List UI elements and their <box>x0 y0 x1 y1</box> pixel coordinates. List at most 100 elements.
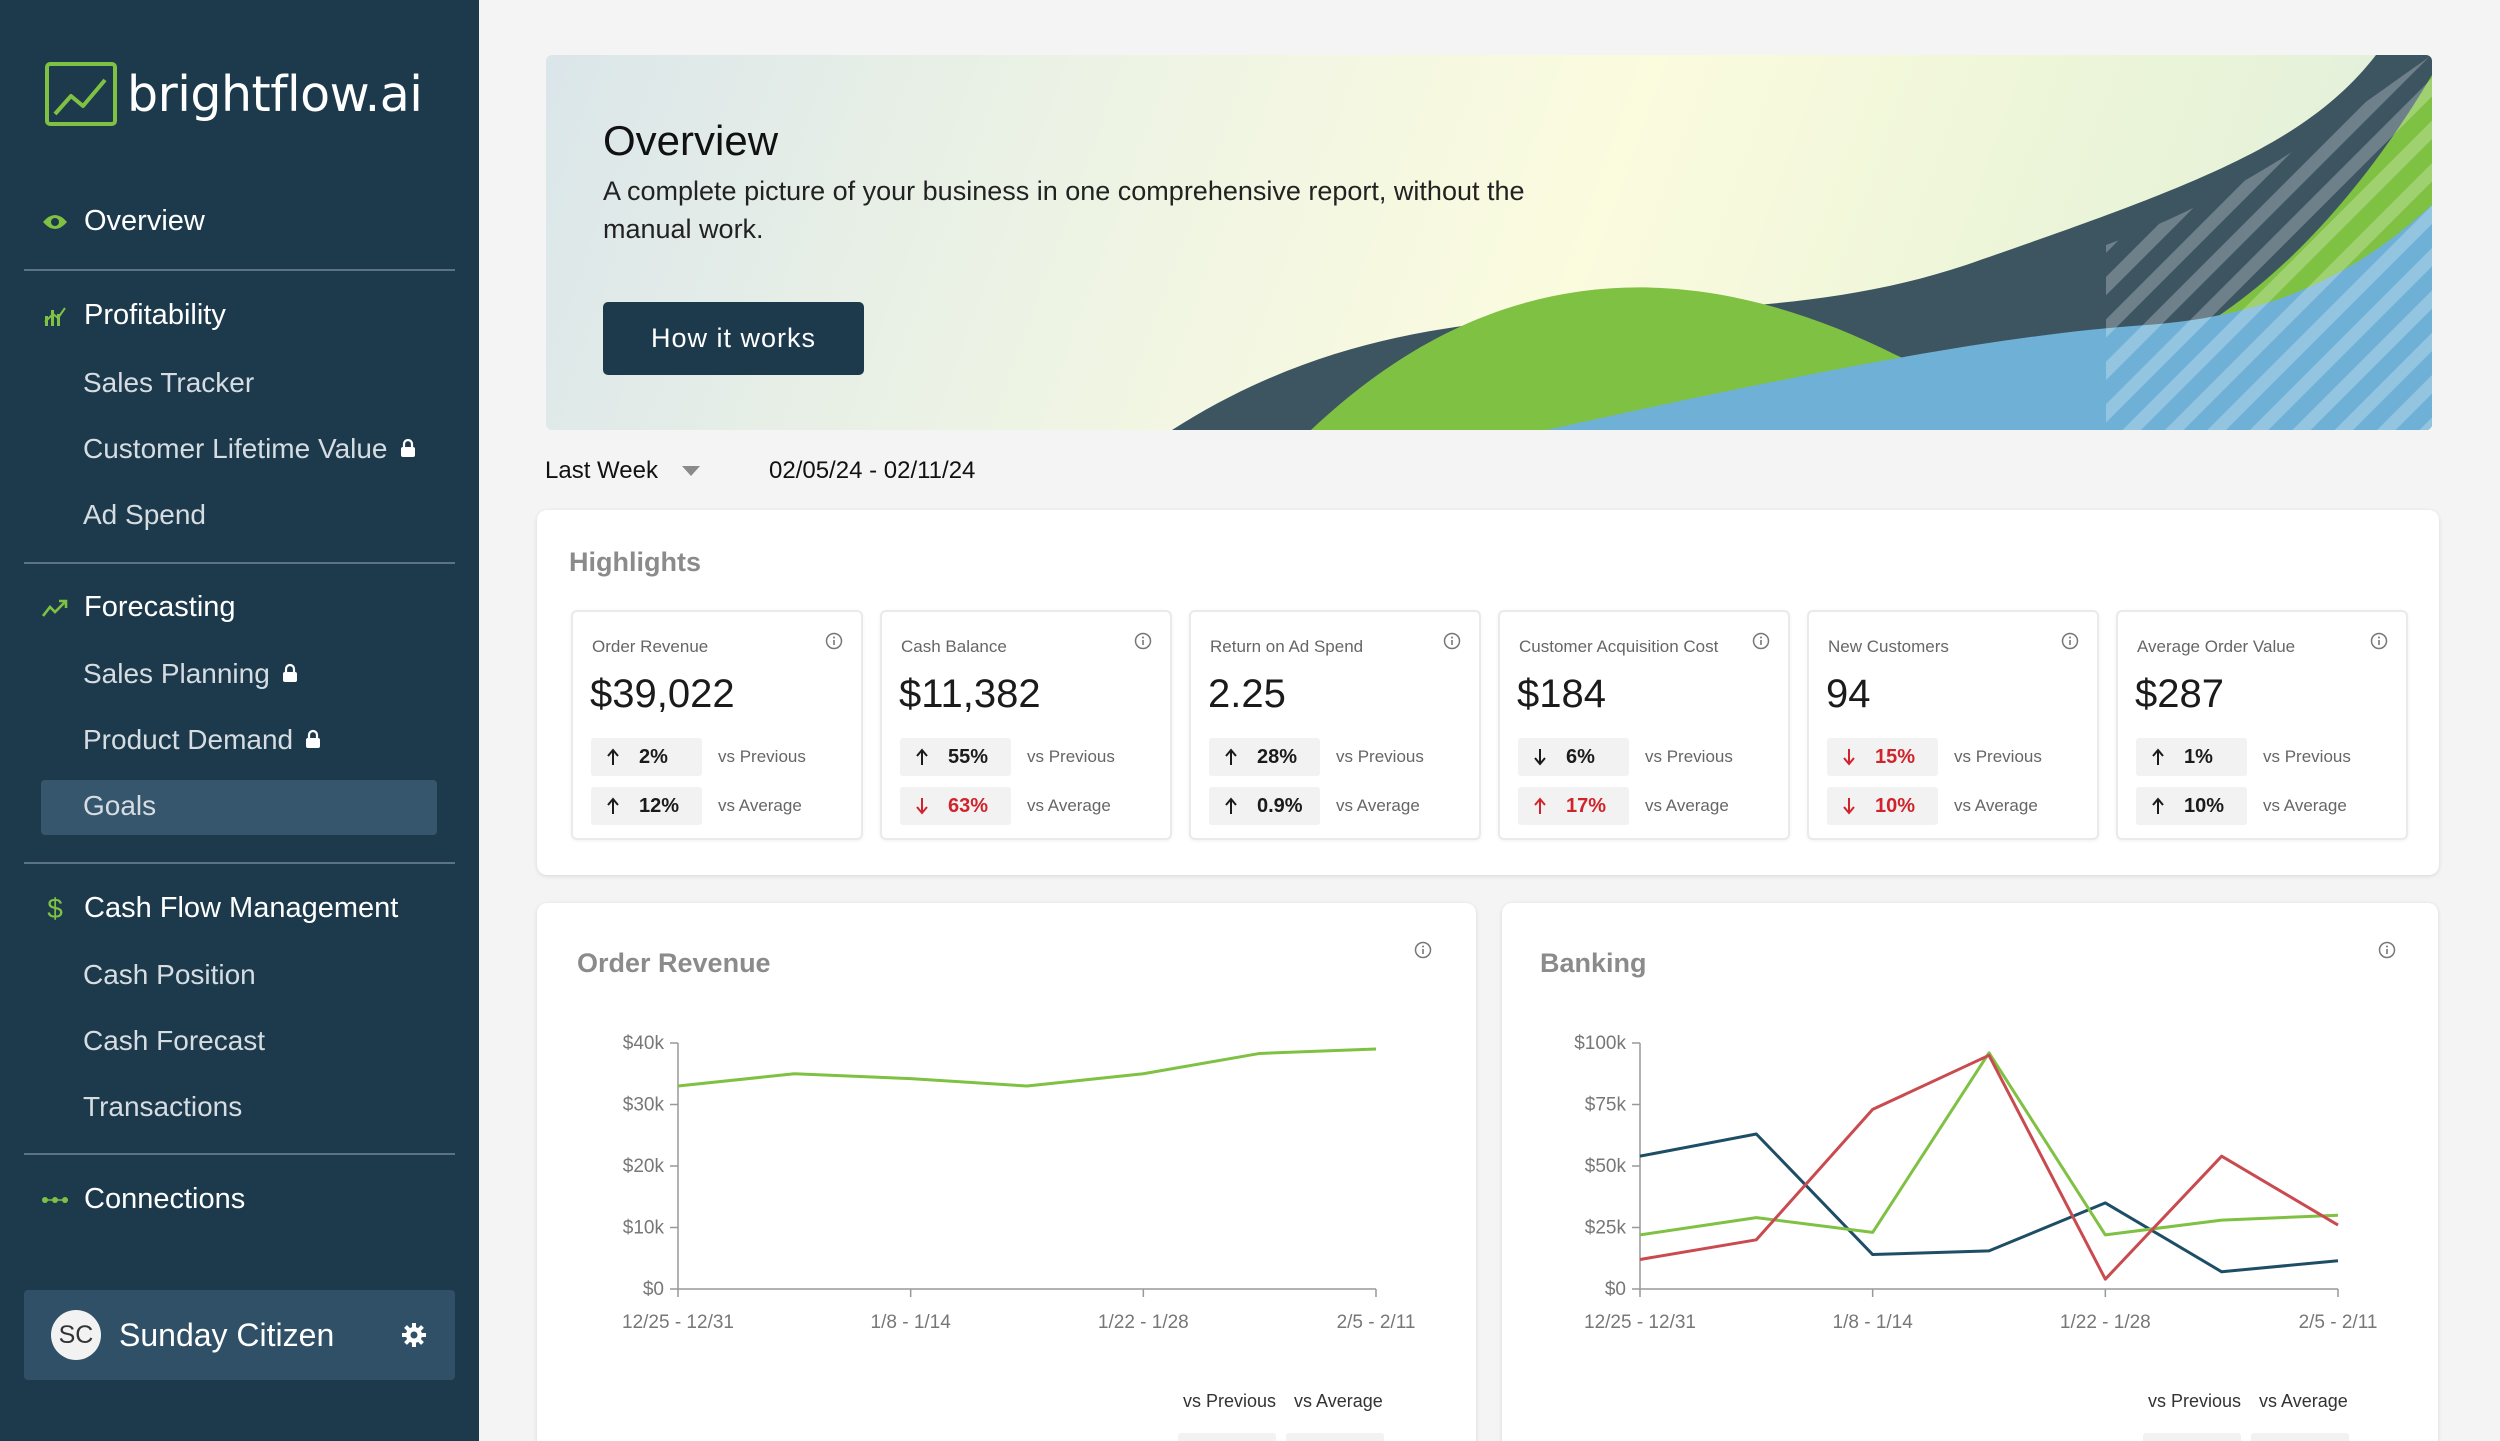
info-icon[interactable] <box>2061 632 2079 655</box>
comparison-label: vs Average <box>1027 796 1111 815</box>
sidebar-item-cash-forecast[interactable]: Cash Forecast <box>83 1025 265 1057</box>
change-badge: 12% <box>591 787 702 825</box>
kpi-label: Return on Ad Spend <box>1210 637 1364 656</box>
chart-title: Banking <box>1540 948 1647 978</box>
brand-name: brightflow.ai <box>127 65 423 123</box>
sidebar-item-customer-lifetime-value[interactable]: Customer Lifetime Value <box>83 433 416 465</box>
sidebar-item-overview[interactable]: Overview <box>40 205 205 238</box>
info-icon[interactable] <box>2370 632 2388 655</box>
info-icon[interactable] <box>825 632 843 655</box>
user-profile[interactable]: SC Sunday Citizen <box>24 1290 455 1380</box>
kpi-previous-row: 6% vs Previous <box>1518 738 1733 776</box>
change-value: 10% <box>2184 794 2225 817</box>
kpi-card[interactable]: Customer Acquisition Cost $184 6% vs Previo… <box>1498 610 1790 840</box>
info-icon[interactable] <box>1752 632 1770 655</box>
change-value: 63% <box>948 794 989 817</box>
kpi-label: Average Order Value <box>2137 637 2296 656</box>
x-tick-label: 2/5 - 2/11 <box>2299 1312 2378 1333</box>
kpi-card[interactable]: New Customers 94 15% vs Previous 10% vs Avera… <box>1807 610 2099 840</box>
how-it-works-button[interactable]: How it works <box>603 302 864 375</box>
change-value: 2% <box>639 745 668 768</box>
sidebar-item-sales-planning[interactable]: Sales Planning <box>83 658 298 690</box>
overview-banner: Overview A complete picture of your busi… <box>546 55 2432 430</box>
x-tick-label: 1/22 - 1/28 <box>2060 1312 2151 1333</box>
sidebar-item-label: Forecasting <box>84 591 236 623</box>
brand-logo[interactable]: brightflow.ai <box>45 62 423 126</box>
kpi-card[interactable]: Return on Ad Spend 2.25 28% vs Previous 0.9%… <box>1189 610 1481 840</box>
sidebar-item-cash-flow-management[interactable]: $ Cash Flow Management <box>40 892 398 925</box>
sidebar-item-label: Cash Position <box>83 959 256 990</box>
kpi-previous-row: 28% vs Previous <box>1209 738 1424 776</box>
change-badge: 0.9% <box>1209 787 1320 825</box>
connections-icon <box>40 1185 70 1215</box>
sidebar-item-product-demand[interactable]: Product Demand <box>83 724 321 756</box>
sidebar-item-label: Transactions <box>83 1091 243 1122</box>
change-value: 6% <box>1566 745 1595 768</box>
info-icon[interactable] <box>1414 941 1432 964</box>
eye-icon <box>40 207 70 237</box>
comparison-label: vs Previous <box>1645 747 1733 766</box>
sidebar-item-profitability[interactable]: Profitability <box>40 299 226 332</box>
comparison-label: vs Average <box>1336 796 1420 815</box>
x-tick-label: 1/8 - 1/14 <box>871 1312 952 1333</box>
sidebar-item-label: Profitability <box>84 299 226 331</box>
sidebar-item-cash-position[interactable]: Cash Position <box>83 959 256 991</box>
change-value: 17% <box>1566 794 1607 817</box>
kpi-card[interactable]: Average Order Value $287 1% vs Previous 10% v… <box>2116 610 2408 840</box>
kpi-value: $287 <box>2135 672 2224 716</box>
sidebar-item-forecasting[interactable]: Forecasting <box>40 591 236 624</box>
banner-wave-graphic <box>1172 55 2432 430</box>
x-tick-label: 1/8 - 1/14 <box>1833 1312 1914 1333</box>
profit-chart-icon <box>40 301 70 331</box>
sidebar-item-label: Cash Forecast <box>83 1025 266 1056</box>
y-tick-label: $100k <box>1574 1033 1626 1054</box>
kpi-value: $11,382 <box>899 672 1041 716</box>
arrow-down-icon <box>1532 747 1552 767</box>
arrow-up-icon <box>2150 796 2170 816</box>
sidebar-item-sales-tracker[interactable]: Sales Tracker <box>83 367 254 399</box>
change-badge: 1% <box>2136 738 2247 776</box>
sidebar-item-label: Sales Planning <box>83 658 270 689</box>
info-icon[interactable] <box>2378 941 2396 964</box>
sidebar-item-transactions[interactable]: Transactions <box>83 1091 242 1123</box>
sidebar-item-label: Cash Flow Management <box>84 892 399 924</box>
sidebar: brightflow.ai Overview Profitability Sal… <box>0 0 479 1441</box>
arrow-up-icon <box>1532 796 1552 816</box>
kpi-previous-row: 2% vs Previous <box>591 738 806 776</box>
chart-title: Order Revenue <box>577 948 771 978</box>
sidebar-item-label: Product Demand <box>83 724 294 755</box>
kpi-card[interactable]: Cash Balance $11,382 55% vs Previous 63% vs A… <box>880 610 1172 840</box>
arrow-down-icon <box>1841 747 1861 767</box>
kpi-value: 2.25 <box>1208 672 1286 716</box>
change-value: 15% <box>1875 745 1916 768</box>
gear-icon[interactable] <box>401 1322 427 1353</box>
lock-icon <box>305 724 321 756</box>
info-icon[interactable] <box>1443 632 1461 655</box>
arrow-up-icon <box>2150 747 2170 767</box>
kpi-previous-row: 55% vs Previous <box>900 738 1115 776</box>
kpi-card[interactable]: Order Revenue $39,022 2% vs Previous 12% vs A… <box>571 610 863 840</box>
change-value: 10% <box>1875 794 1916 817</box>
banner-title: Overview <box>603 117 779 164</box>
change-value: 0.9% <box>1257 794 1303 817</box>
lock-icon <box>282 658 298 690</box>
arrow-up-icon <box>1223 796 1243 816</box>
kpi-label: Order Revenue <box>592 637 709 656</box>
y-tick-label: $75k <box>1585 1095 1627 1116</box>
order-revenue-chart: $0 $10k $20k $30k $40k 12/25 - 12/31 1/8 - 1/1… <box>622 1033 1415 1333</box>
sidebar-item-connections[interactable]: Connections <box>40 1183 245 1216</box>
sidebar-item-ad-spend[interactable]: Ad Spend <box>83 499 206 531</box>
change-badge: 10% <box>1827 787 1938 825</box>
kpi-previous-row: 1% vs Previous <box>2136 738 2351 776</box>
date-range-select[interactable]: Last Week <box>545 457 700 485</box>
date-range-value: Last Week <box>545 457 658 484</box>
info-icon[interactable] <box>1134 632 1152 655</box>
change-value: 28% <box>1257 745 1298 768</box>
kpi-average-row: 0.9% vs Average <box>1209 787 1420 825</box>
sidebar-item-goals[interactable]: Goals <box>83 790 156 822</box>
sidebar-item-label: Goals <box>83 790 157 821</box>
arrow-up-icon <box>605 747 625 767</box>
avatar: SC <box>51 1310 101 1360</box>
kpi-value: $39,022 <box>590 672 735 716</box>
comparison-label: vs Average <box>1645 796 1729 815</box>
